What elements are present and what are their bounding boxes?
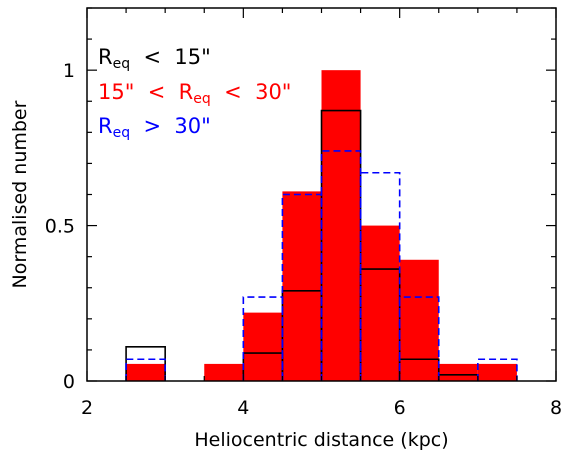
bar-filled-0 — [126, 363, 166, 381]
y-tick-label: 1 — [63, 60, 75, 82]
legend-subscript: eq — [193, 91, 211, 107]
bar-filled-5 — [321, 70, 361, 382]
y-tick-label: 0 — [63, 371, 75, 393]
filled-bars-layer — [126, 70, 517, 382]
bar-filled-7 — [399, 259, 439, 381]
bar-filled-8 — [438, 363, 478, 381]
legend-text: < 15" — [130, 45, 211, 69]
axis-ticks-layer — [86, 7, 557, 382]
x-tick-label: 8 — [550, 397, 562, 419]
step-bin-2-5 — [320, 150, 362, 381]
legend-text: 15" < R — [98, 80, 193, 104]
legend-entry-0: Req < 15" — [98, 45, 211, 72]
x-tick-label: 2 — [81, 397, 93, 419]
legend-text: > 30" — [130, 114, 211, 138]
bar-filled-4 — [282, 191, 322, 381]
legend-text: < 30" — [211, 80, 292, 104]
bar-filled-2 — [204, 363, 244, 381]
x-axis-label: Heliocentric distance (kpc) — [194, 429, 448, 451]
bar-filled-6 — [360, 225, 400, 381]
bar-filled-3 — [243, 312, 283, 381]
step-bin-2-4 — [281, 193, 323, 381]
x-tick-label: 6 — [394, 397, 406, 419]
y-tick-label: 0.5 — [45, 216, 75, 238]
x-tick-label: 4 — [237, 397, 249, 419]
step-bin-2-3 — [242, 296, 284, 381]
legend-text: R — [98, 114, 113, 138]
legend-subscript: eq — [113, 56, 131, 72]
legend-entry-1: 15" < Req < 30" — [98, 80, 291, 107]
step-bin-2-0 — [125, 358, 166, 381]
plot-frame — [86, 7, 557, 382]
step-bin-2-9 — [477, 358, 518, 381]
step-bin-2-6 — [359, 171, 401, 381]
bar-filled-9 — [477, 363, 517, 381]
legend: Req < 15"15" < Req < 30"Req > 30" — [98, 45, 291, 141]
step-bin-2-7 — [398, 296, 440, 381]
legend-subscript: eq — [113, 125, 131, 141]
legend-entry-2: Req > 30" — [98, 114, 211, 141]
legend-text: R — [98, 45, 113, 69]
tick-labels-layer: 2 4 6 8 0 0.5 1 — [45, 60, 562, 419]
y-axis-label: Normalised number — [9, 100, 31, 288]
step-lines-layer — [125, 109, 518, 381]
